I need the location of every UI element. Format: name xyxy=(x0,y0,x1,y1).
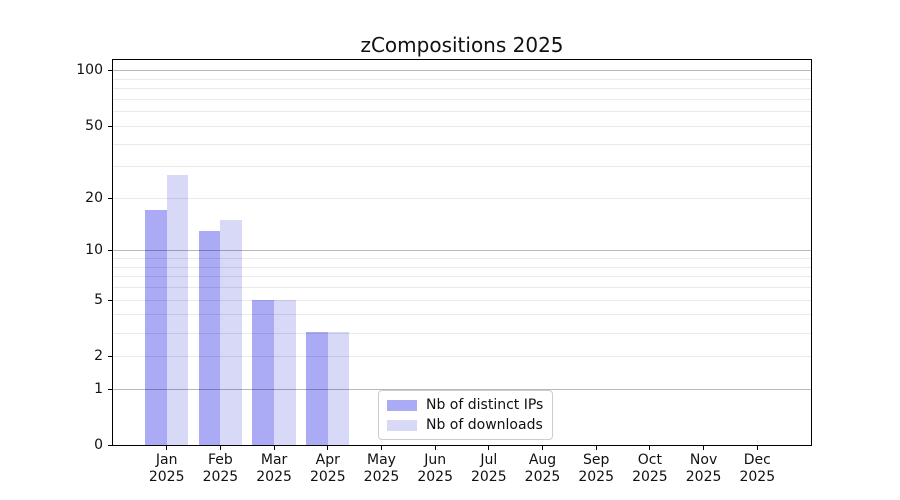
gridline-major-100 xyxy=(113,70,811,72)
gridline-minor-8 xyxy=(113,266,811,268)
y-tick-100 xyxy=(108,70,113,72)
gridline-minor-5 xyxy=(113,299,811,301)
gridline-minor-20 xyxy=(113,197,811,199)
bar-mar-distinct-ips xyxy=(252,299,275,445)
x-tick-label-jan: Jan 2025 xyxy=(148,452,185,485)
legend-swatch-downloads xyxy=(387,419,417,431)
gridline-minor-60 xyxy=(113,111,811,113)
grid-layer xyxy=(113,60,811,445)
bar-feb-downloads xyxy=(220,219,243,445)
bar-apr-distinct-ips xyxy=(306,332,328,445)
gridline-major-1 xyxy=(113,388,811,390)
gridline-minor-70 xyxy=(113,99,811,100)
y-tick-10 xyxy=(108,250,113,252)
x-tick-label-jun: Jun 2025 xyxy=(417,452,453,485)
gridline-minor-30 xyxy=(113,166,811,168)
gridline-minor-80 xyxy=(113,88,811,90)
gridline-minor-40 xyxy=(113,143,811,145)
y-tick-label-1: 1 xyxy=(94,380,103,397)
x-tick-sep xyxy=(595,445,597,450)
x-tick-apr xyxy=(327,445,329,450)
x-tick-label-apr: Apr 2025 xyxy=(309,452,346,485)
x-tick-dec xyxy=(756,445,758,450)
y-tick-2 xyxy=(108,355,113,357)
legend-label-distinct-ips: Nb of distinct IPs xyxy=(426,397,544,413)
y-tick-0 xyxy=(108,445,113,446)
x-tick-label-mar: Mar 2025 xyxy=(256,452,292,485)
x-tick-aug xyxy=(542,445,543,450)
legend-row-distinct-ips: Nb of distinct IPs xyxy=(387,395,543,415)
legend: Nb of distinct IPs Nb of downloads xyxy=(378,390,554,440)
y-tick-label-20: 20 xyxy=(85,189,103,206)
y-tick-5 xyxy=(108,299,113,301)
gridline-major-10 xyxy=(113,250,811,252)
bar-jan-downloads xyxy=(166,174,189,445)
bar-feb-distinct-ips xyxy=(198,230,221,445)
x-tick-mar xyxy=(273,445,275,450)
gridline-minor-7 xyxy=(113,276,811,278)
x-tick-label-jul: Jul 2025 xyxy=(470,452,507,485)
bar-jan-distinct-ips xyxy=(144,210,167,445)
y-tick-label-5: 5 xyxy=(94,291,103,308)
y-tick-label-0: 0 xyxy=(94,437,103,453)
x-tick-jan xyxy=(166,445,168,450)
x-tick-label-may: May 2025 xyxy=(363,452,400,485)
y-tick-50 xyxy=(108,125,113,127)
chart-title: zCompositions 2025 xyxy=(360,33,564,57)
x-tick-feb xyxy=(219,445,221,450)
x-tick-label-dec: Dec 2025 xyxy=(739,452,776,485)
y-tick-label-50: 50 xyxy=(85,117,103,134)
x-tick-may xyxy=(381,445,382,450)
x-tick-label-aug: Aug 2025 xyxy=(524,452,561,485)
bar-apr-downloads xyxy=(327,332,350,445)
gridline-minor-4 xyxy=(113,314,811,316)
gridline-minor-9 xyxy=(113,258,811,260)
x-tick-label-oct: Oct 2025 xyxy=(632,452,668,485)
y-tick-label-10: 10 xyxy=(85,242,103,259)
bar-mar-downloads xyxy=(274,299,296,445)
x-tick-label-sep: Sep 2025 xyxy=(578,452,614,485)
x-tick-label-nov: Nov 2025 xyxy=(685,452,722,485)
y-tick-20 xyxy=(108,197,113,199)
legend-label-downloads: Nb of downloads xyxy=(426,417,543,433)
x-tick-nov xyxy=(703,445,705,450)
plot-area: 0 1 2 5 10 20 50 100 Jan 2025 Feb 2025 Mar 2025 Apr… xyxy=(76,59,812,485)
axis-layer: 0 1 2 5 10 20 50 100 Jan 2025 Feb 2025 Mar 2025 Apr… xyxy=(76,60,811,485)
y-tick-label-100: 100 xyxy=(76,62,103,79)
x-tick-jul xyxy=(488,445,490,450)
x-tick-label-feb: Feb 2025 xyxy=(202,452,239,485)
x-tick-oct xyxy=(649,445,651,450)
gridline-minor-2 xyxy=(113,355,811,357)
y-tick-label-2: 2 xyxy=(94,347,103,364)
legend-row-downloads: Nb of downloads xyxy=(387,415,543,435)
legend-swatch-distinct-ips xyxy=(387,399,417,411)
gridline-minor-3 xyxy=(113,332,811,334)
x-tick-jun xyxy=(434,445,436,450)
gridline-minor-6 xyxy=(113,287,811,289)
bars-layer xyxy=(113,60,811,445)
gridline-minor-50 xyxy=(113,125,811,127)
gridline-minor-90 xyxy=(113,78,811,80)
y-tick-1 xyxy=(108,388,113,390)
